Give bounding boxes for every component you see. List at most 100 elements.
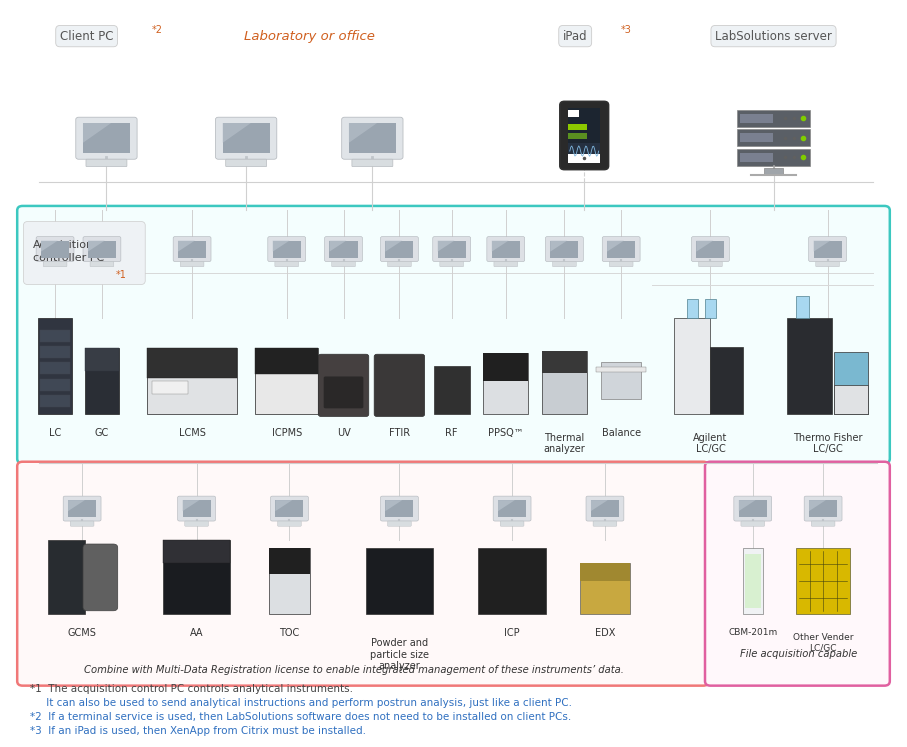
FancyBboxPatch shape (380, 496, 418, 521)
Text: RF: RF (445, 427, 458, 438)
Bar (85, 347, 119, 371)
Polygon shape (590, 500, 608, 511)
Bar (438, 241, 465, 258)
Polygon shape (329, 241, 346, 252)
Bar (40, 362, 71, 374)
Bar (740, 134, 774, 142)
FancyBboxPatch shape (811, 521, 835, 526)
Bar (366, 548, 434, 615)
Text: PPSQ™: PPSQ™ (488, 427, 523, 438)
Polygon shape (498, 500, 515, 511)
FancyBboxPatch shape (173, 237, 211, 261)
Bar (255, 347, 318, 415)
Bar (255, 347, 318, 374)
Bar (162, 540, 230, 615)
FancyBboxPatch shape (216, 117, 277, 159)
Polygon shape (738, 500, 756, 511)
FancyBboxPatch shape (805, 496, 842, 521)
FancyBboxPatch shape (352, 159, 393, 167)
FancyBboxPatch shape (593, 521, 617, 526)
FancyBboxPatch shape (180, 261, 204, 267)
Bar (162, 540, 230, 562)
FancyBboxPatch shape (610, 261, 633, 267)
Polygon shape (349, 123, 377, 143)
Bar (568, 154, 600, 163)
FancyBboxPatch shape (552, 261, 576, 267)
FancyBboxPatch shape (380, 237, 418, 261)
Bar (498, 500, 526, 517)
Bar (147, 347, 237, 377)
FancyBboxPatch shape (76, 117, 137, 159)
Bar (223, 123, 269, 153)
Polygon shape (182, 500, 200, 511)
Text: FTIR: FTIR (389, 427, 410, 438)
Text: Other Vender
LC/GC: Other Vender LC/GC (793, 633, 853, 652)
FancyBboxPatch shape (17, 206, 890, 463)
Bar (329, 241, 357, 258)
Bar (736, 129, 811, 146)
Bar (68, 500, 96, 517)
Text: AA: AA (190, 627, 203, 638)
Polygon shape (809, 500, 826, 511)
Bar (147, 347, 237, 415)
Text: Balance: Balance (601, 427, 640, 438)
Bar (40, 346, 71, 358)
FancyBboxPatch shape (36, 237, 74, 261)
Bar (41, 241, 69, 258)
Bar (478, 548, 546, 615)
FancyBboxPatch shape (226, 159, 267, 167)
Bar (269, 548, 309, 574)
FancyBboxPatch shape (270, 496, 308, 521)
Polygon shape (83, 123, 112, 143)
Bar (740, 153, 774, 161)
Bar (834, 352, 868, 415)
Bar (483, 353, 528, 415)
Bar (88, 241, 116, 258)
Bar (787, 318, 832, 415)
FancyBboxPatch shape (501, 521, 524, 526)
FancyBboxPatch shape (440, 261, 463, 267)
FancyBboxPatch shape (705, 462, 890, 686)
Bar (83, 123, 130, 153)
Bar (40, 329, 71, 341)
Polygon shape (492, 241, 509, 252)
Text: Powder and
particle size
analyzer: Powder and particle size analyzer (370, 638, 429, 672)
Polygon shape (273, 241, 289, 252)
Bar (385, 500, 414, 517)
Polygon shape (551, 241, 567, 252)
FancyBboxPatch shape (318, 354, 369, 417)
Bar (40, 395, 71, 407)
Text: It can also be used to send analytical instructions and perform postrun analysis: It can also be used to send analytical i… (30, 698, 571, 707)
Bar (48, 540, 85, 615)
FancyBboxPatch shape (70, 521, 94, 526)
FancyBboxPatch shape (809, 237, 846, 261)
FancyBboxPatch shape (90, 261, 113, 267)
Bar (736, 149, 811, 166)
FancyBboxPatch shape (734, 496, 772, 521)
Polygon shape (385, 500, 402, 511)
Bar (590, 500, 619, 517)
Text: Laboratory or office: Laboratory or office (244, 30, 375, 43)
Text: *3: *3 (620, 25, 631, 35)
FancyBboxPatch shape (24, 222, 145, 285)
Polygon shape (276, 500, 292, 511)
FancyBboxPatch shape (602, 237, 640, 261)
Polygon shape (178, 241, 195, 252)
FancyBboxPatch shape (493, 496, 531, 521)
Text: GCMS: GCMS (68, 627, 96, 638)
Text: UV: UV (336, 427, 350, 438)
Text: ICPMS: ICPMS (271, 427, 302, 438)
FancyBboxPatch shape (268, 237, 306, 261)
Bar (745, 554, 761, 608)
Polygon shape (41, 241, 58, 252)
FancyBboxPatch shape (325, 237, 363, 261)
Polygon shape (88, 241, 104, 252)
Bar (269, 548, 309, 615)
Bar (580, 562, 629, 580)
FancyBboxPatch shape (63, 496, 101, 521)
Bar (796, 296, 809, 318)
Bar (743, 548, 763, 615)
Bar (385, 241, 414, 258)
FancyBboxPatch shape (494, 261, 518, 267)
Text: *3  If an iPad is used, then XenApp from Citrix must be installed.: *3 If an iPad is used, then XenApp from … (30, 726, 366, 736)
